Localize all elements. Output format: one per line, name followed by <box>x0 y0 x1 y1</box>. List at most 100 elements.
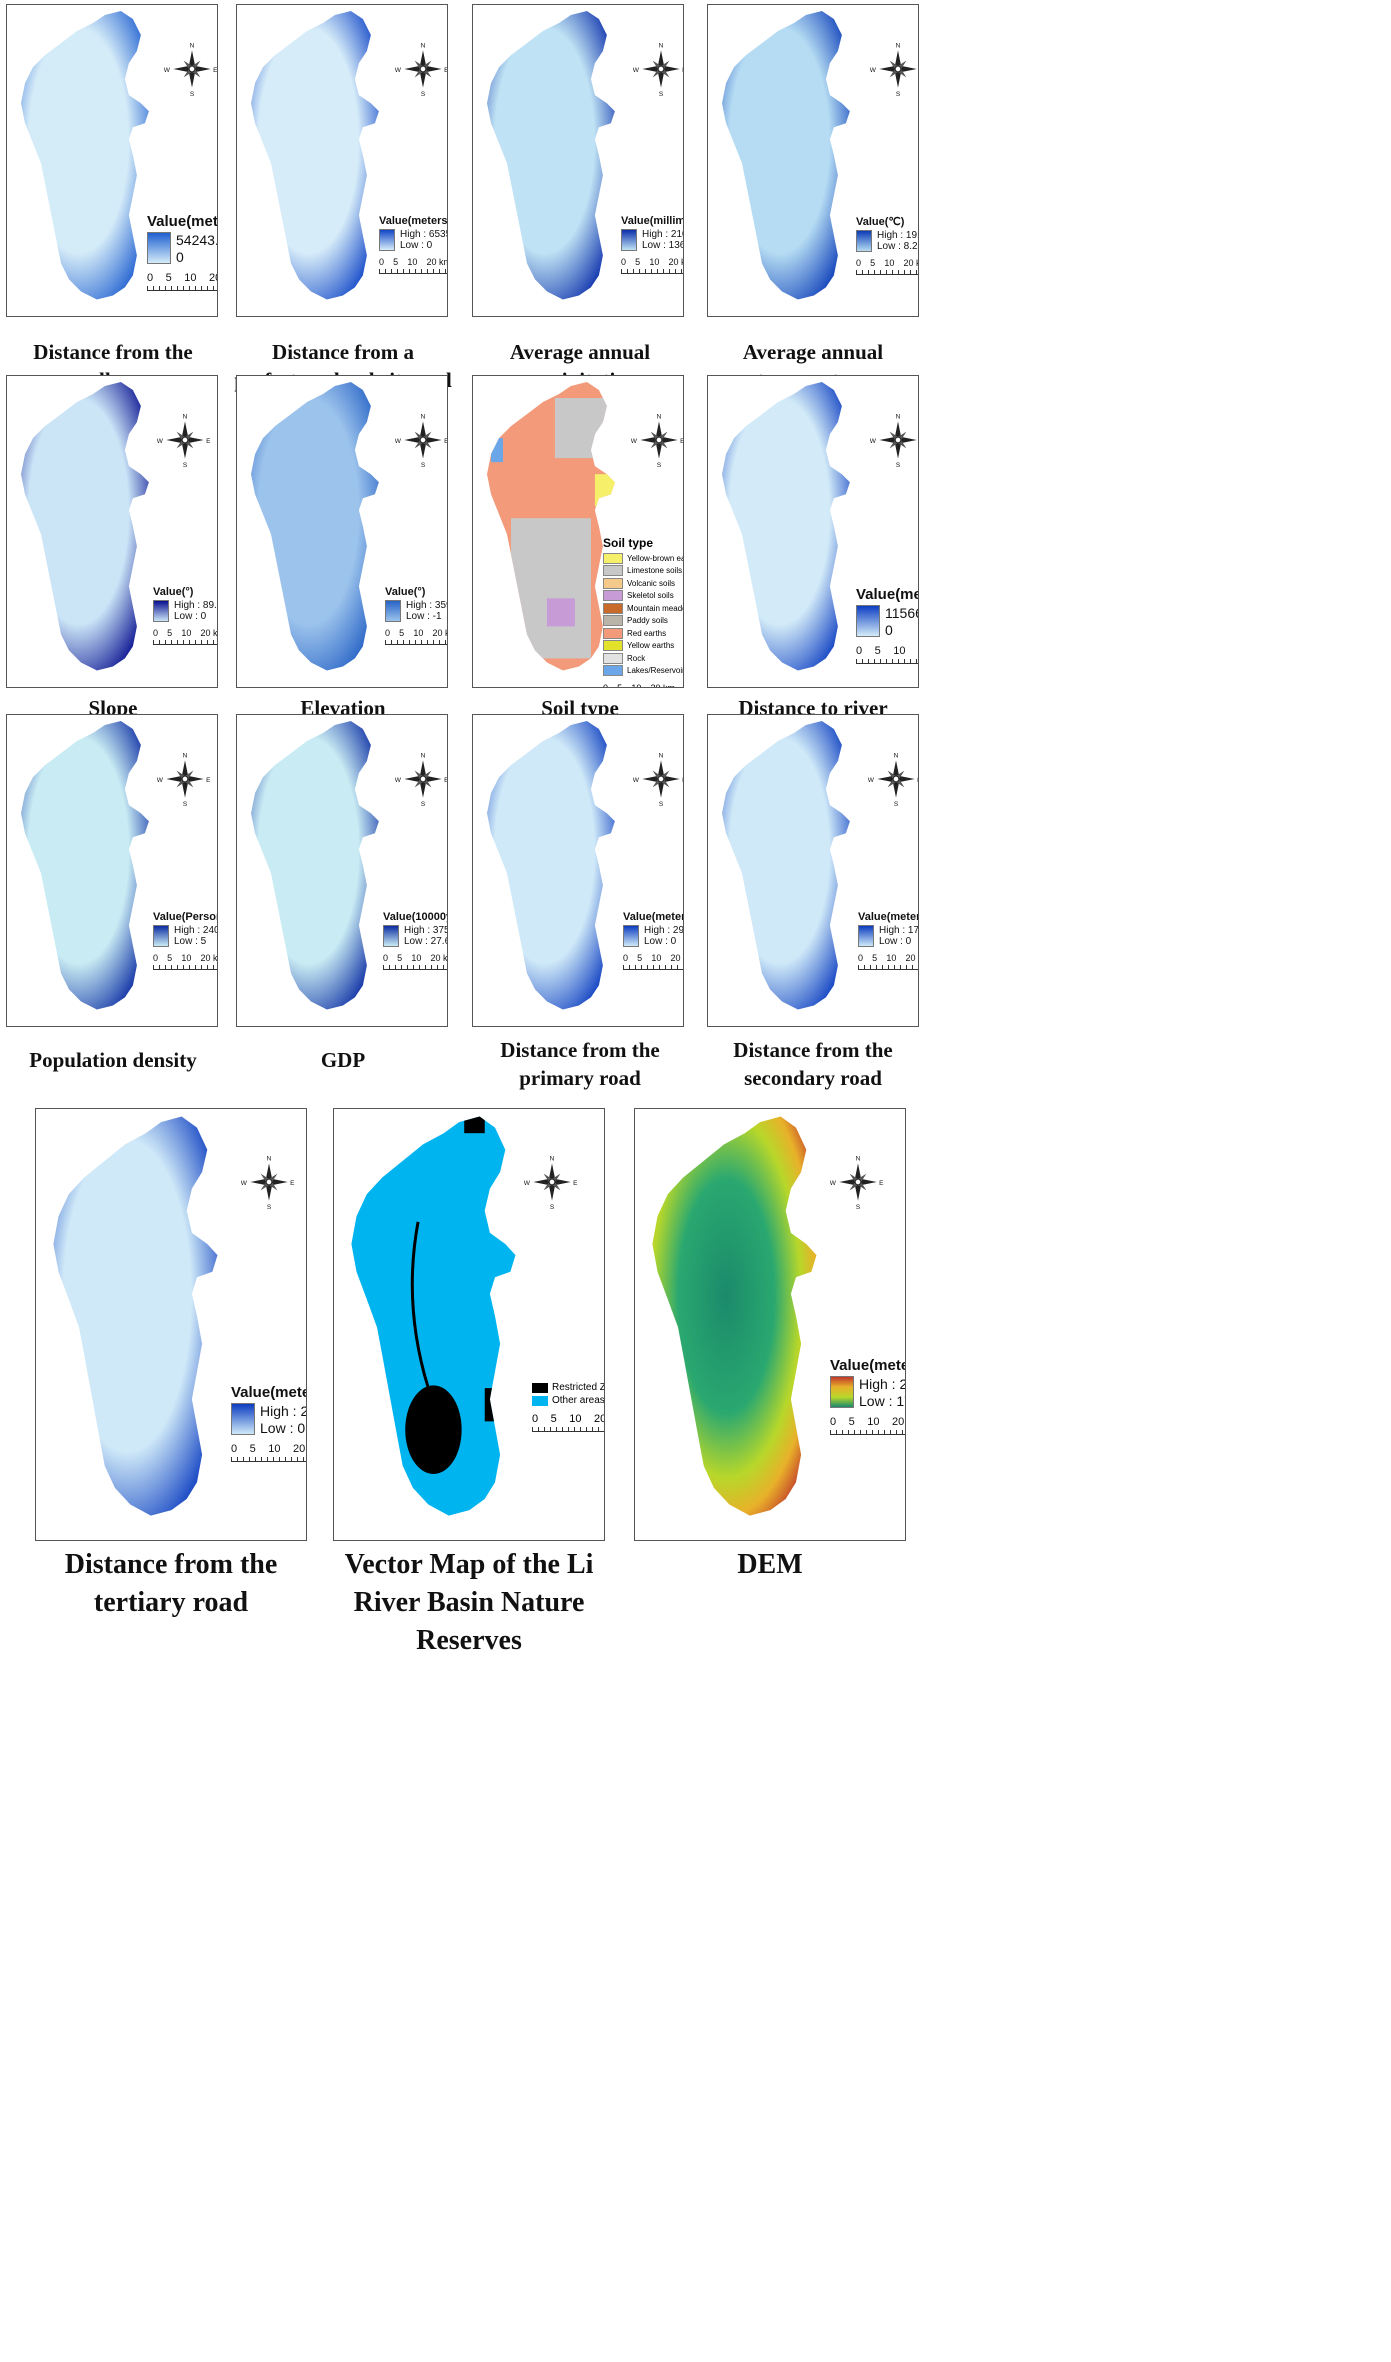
legend-high-value: 11566 <box>885 605 918 621</box>
basin-map <box>53 1116 218 1516</box>
legend-low-value: 0 <box>176 249 184 265</box>
legend-low-value: Low : 1361.2 <box>642 240 684 251</box>
soil-legend: Soil type Yellow-brown earthsLimestone so… <box>603 536 683 687</box>
legend-low-value: Low : 0 <box>260 1420 306 1436</box>
soil-legend-item: Paddy soils <box>603 615 683 628</box>
svg-text:W: W <box>633 67 640 74</box>
basin-area <box>487 721 615 1010</box>
map-panel-5: N S E W Value(°) High : 89.9999Low : 0 051020 … <box>6 375 218 688</box>
map-legend: Value(Person/km^2) High : 24022Low : 5 051… <box>153 911 217 970</box>
soil-legend-item: Yellow earths <box>603 640 683 653</box>
legend-low-value: Low : 8.25314 <box>877 241 918 252</box>
svg-text:E: E <box>206 438 211 445</box>
legend-low-value: 0 <box>885 622 893 638</box>
svg-text:E: E <box>444 438 448 445</box>
svg-text:W: W <box>157 438 164 445</box>
soil-legend-item: Lakes/Reservoirs <box>603 665 683 678</box>
north-arrow-icon: N S E W <box>395 41 447 99</box>
basin-map <box>722 721 850 1010</box>
svg-text:W: W <box>870 67 877 74</box>
basin-area <box>722 721 850 1010</box>
svg-text:N: N <box>896 43 901 50</box>
svg-text:N: N <box>657 414 662 421</box>
svg-text:S: S <box>896 91 901 97</box>
north-arrow-icon: N S E W <box>631 412 683 470</box>
svg-text:S: S <box>421 91 426 97</box>
legend-title: Value(meters) <box>858 911 918 923</box>
soil-legend-item: Volcanic soils <box>603 577 683 590</box>
basin-area <box>21 721 149 1010</box>
basin-area <box>722 382 850 671</box>
legend-title: Value(Person/km^2) <box>153 911 217 923</box>
legend-color-ramp <box>379 229 395 251</box>
svg-text:E: E <box>917 777 919 784</box>
basin-area <box>251 11 379 300</box>
basin-area <box>53 1116 218 1516</box>
svg-text:S: S <box>183 801 188 807</box>
map-panel-3: N S E W Value(millimeters) High : 2109.42Low … <box>472 4 684 317</box>
map-legend: Value(10000yuan/km^2) High : 3750.55Low :… <box>383 911 447 970</box>
legend-color-ramp <box>385 600 401 622</box>
north-arrow-icon: N S E W <box>157 751 213 809</box>
north-arrow-icon: N S E W <box>157 412 213 470</box>
svg-text:N: N <box>267 1156 272 1163</box>
north-arrow-icon: N S E W <box>633 41 684 99</box>
legend-title: Value(°) <box>385 586 426 598</box>
reserves-legend-item: Other areas <box>532 1394 604 1407</box>
svg-text:S: S <box>657 462 662 468</box>
north-arrow-icon: N S E W <box>524 1154 580 1212</box>
soil-legend-item: Rock <box>603 652 683 665</box>
map-legend: Value(℃) High : 19.9755Low : 8.25314 05102… <box>856 215 919 275</box>
svg-text:W: W <box>868 777 875 784</box>
legend-color-ramp <box>147 232 171 264</box>
legend-high-value: 54243.7 <box>176 232 217 248</box>
legend-color-ramp <box>231 1403 255 1435</box>
legend-high-value: High : 2109.42 <box>642 229 683 240</box>
legend-color-ramp <box>856 230 872 252</box>
north-arrow-icon: N S E W <box>633 751 683 809</box>
basin-map <box>487 382 615 671</box>
legend-high-value: High : 17695.8 <box>879 925 919 936</box>
map-caption: Distance from the primary road <box>500 1038 660 1091</box>
map-caption: GDP <box>320 1048 366 1072</box>
svg-text:E: E <box>682 67 684 74</box>
svg-text:W: W <box>395 438 402 445</box>
legend-color-ramp <box>856 605 880 637</box>
basin-area <box>652 1116 817 1516</box>
legend-low-value: Low : 0 <box>400 240 433 251</box>
legend-title: Value(meters) <box>231 1384 306 1401</box>
map-caption: Distance from the secondary road <box>733 1038 893 1091</box>
basin-map <box>722 11 850 300</box>
svg-text:E: E <box>444 777 448 784</box>
legend-low-value: Low : 0 <box>174 611 207 622</box>
basin-map <box>21 721 149 1010</box>
legend-title: Value(meters) <box>856 586 918 603</box>
svg-text:N: N <box>190 43 195 50</box>
legend-low-value: Low : 27.6454 <box>404 936 447 947</box>
legend-title: Soil type <box>603 536 654 550</box>
legend-title: Value(meters) <box>830 1357 905 1374</box>
legend-low-value: Low : 0 <box>879 936 912 947</box>
legend-high-value: High : 19.9755 <box>877 230 919 241</box>
svg-text:N: N <box>856 1156 861 1163</box>
map-panel-10: N S E W Value(10000yuan/km^2) High : 3750.55L… <box>236 714 448 1027</box>
basin-map <box>21 11 149 300</box>
north-arrow-icon: N S E W <box>241 1154 297 1212</box>
legend-color-ramp <box>830 1376 854 1408</box>
svg-text:W: W <box>524 1180 531 1187</box>
basin-area <box>21 11 149 300</box>
svg-text:N: N <box>659 43 664 50</box>
svg-text:W: W <box>395 67 402 74</box>
basin-map <box>652 1116 817 1516</box>
